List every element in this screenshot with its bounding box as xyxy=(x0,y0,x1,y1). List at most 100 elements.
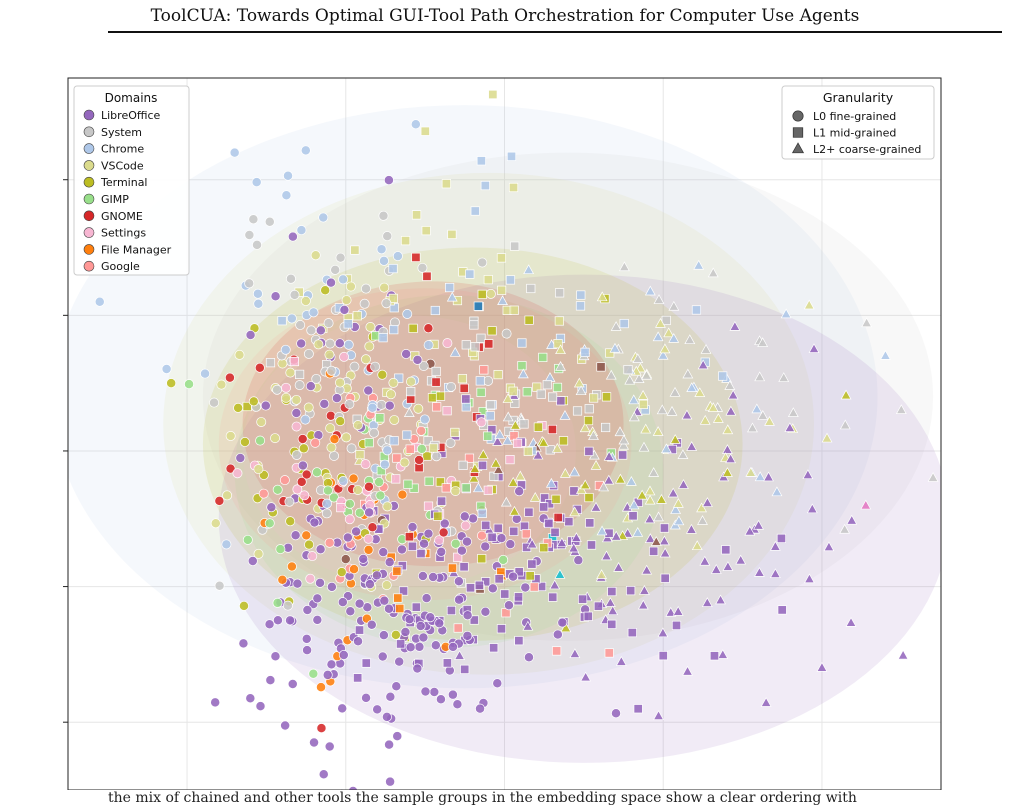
data-point-vscode xyxy=(551,442,563,453)
data-point-gimp xyxy=(424,476,434,486)
data-point-file-manager xyxy=(393,593,403,603)
data-point-libreoffice xyxy=(315,577,325,588)
data-point-vscode xyxy=(497,285,507,295)
data-point-system xyxy=(376,399,387,410)
data-point-system xyxy=(666,405,678,416)
legend-label-google: Google xyxy=(101,260,140,273)
data-point-system xyxy=(476,333,486,343)
data-point-system xyxy=(284,496,295,507)
data-point-system xyxy=(757,337,769,347)
data-point-system xyxy=(381,298,392,309)
data-point-system xyxy=(601,422,611,433)
data-point-vscode xyxy=(364,341,375,352)
data-point-libreoffice xyxy=(845,616,857,627)
data-point-libreoffice xyxy=(391,681,402,692)
plot-frame xyxy=(67,77,942,790)
data-point-vscode xyxy=(421,226,431,236)
data-point-vscode xyxy=(234,349,245,360)
data-point-system xyxy=(291,450,302,460)
data-point-libreoffice xyxy=(475,703,485,714)
legend-domains-frame xyxy=(73,85,190,276)
data-point-terminal xyxy=(390,629,401,640)
legend-swatch-file-manager xyxy=(83,244,95,255)
data-point-terminal xyxy=(551,494,561,504)
data-point-system xyxy=(536,389,546,399)
data-point-settings xyxy=(292,484,303,495)
data-point-libreoffice xyxy=(514,486,525,497)
data-point-vscode xyxy=(803,299,815,310)
data-point-chrome xyxy=(280,344,291,355)
data-point-gimp xyxy=(275,544,286,555)
data-point-libreoffice xyxy=(366,619,377,630)
data-point-settings xyxy=(344,514,355,525)
data-point-libreoffice xyxy=(378,630,389,641)
data-point-vscode xyxy=(441,179,451,189)
data-point-libreoffice xyxy=(291,408,302,418)
data-point-libreoffice xyxy=(265,675,276,686)
running-title: ToolCUA: Towards Optimal GUI-Tool Path O… xyxy=(150,6,860,26)
data-point-system xyxy=(330,264,341,275)
data-point-libreoffice xyxy=(210,697,221,708)
data-point-system xyxy=(329,450,339,461)
data-point-vscode xyxy=(253,548,264,559)
legend-label-gimp: GIMP xyxy=(101,193,129,206)
data-point-chrome xyxy=(485,411,495,421)
data-point-libreoffice xyxy=(302,645,313,656)
data-point-system xyxy=(289,289,300,300)
data-point-libreoffice xyxy=(514,636,524,646)
data-point-gimp xyxy=(364,438,374,448)
data-point-libreoffice xyxy=(611,708,621,719)
data-point-system xyxy=(572,406,583,416)
data-point-chrome xyxy=(632,526,644,537)
data-point-system xyxy=(295,369,305,379)
data-point-file-manager xyxy=(395,603,405,614)
data-point-libreoffice xyxy=(419,538,430,549)
data-point-terminal xyxy=(617,530,629,540)
data-point-chrome xyxy=(596,525,608,536)
data-point-gimp xyxy=(552,382,563,392)
data-point-system xyxy=(321,508,332,519)
data-point-system xyxy=(502,411,514,422)
data-point-terminal xyxy=(509,419,521,430)
data-point-google xyxy=(324,537,335,548)
data-point-gimp xyxy=(498,554,509,565)
data-point-chrome xyxy=(517,368,529,379)
data-point-vscode xyxy=(663,327,675,338)
data-point-chrome xyxy=(494,429,506,439)
data-point-vscode xyxy=(553,339,563,349)
data-point-libreoffice xyxy=(404,614,415,625)
data-point-vscode xyxy=(303,402,314,413)
data-point-system xyxy=(469,320,479,330)
data-point-chrome xyxy=(545,477,557,488)
data-point-chrome xyxy=(576,290,586,300)
data-point-libreoffice xyxy=(590,501,602,512)
data-point-libreoffice xyxy=(650,536,662,546)
data-point-libreoffice xyxy=(496,624,507,634)
data-point-system xyxy=(344,399,355,410)
data-point-libreoffice xyxy=(699,555,711,566)
data-point-system xyxy=(295,320,306,330)
data-point-vscode xyxy=(350,245,360,255)
data-point-system xyxy=(335,252,346,263)
data-point-file-manager xyxy=(316,682,326,693)
data-point-system xyxy=(778,372,790,382)
data-point-libreoffice xyxy=(469,615,479,625)
data-point-libreoffice xyxy=(556,537,568,548)
data-point-system xyxy=(294,380,305,391)
data-point-libreoffice xyxy=(381,711,392,722)
data-point-libreoffice xyxy=(604,597,616,607)
data-point-file-manager xyxy=(392,566,402,576)
data-point-libreoffice xyxy=(585,518,595,528)
data-point-chrome xyxy=(378,333,388,343)
data-point-chrome xyxy=(505,275,516,285)
data-point-gnome xyxy=(325,410,336,421)
data-point-libreoffice xyxy=(418,632,429,643)
data-point-gimp xyxy=(403,479,413,489)
data-point-google xyxy=(453,623,463,633)
data-point-terminal xyxy=(507,476,519,487)
data-point-libreoffice xyxy=(435,694,446,705)
data-point-libreoffice xyxy=(448,641,458,652)
data-point-libreoffice xyxy=(396,639,406,649)
data-point-vscode xyxy=(361,354,371,365)
data-point-libreoffice xyxy=(378,547,389,558)
